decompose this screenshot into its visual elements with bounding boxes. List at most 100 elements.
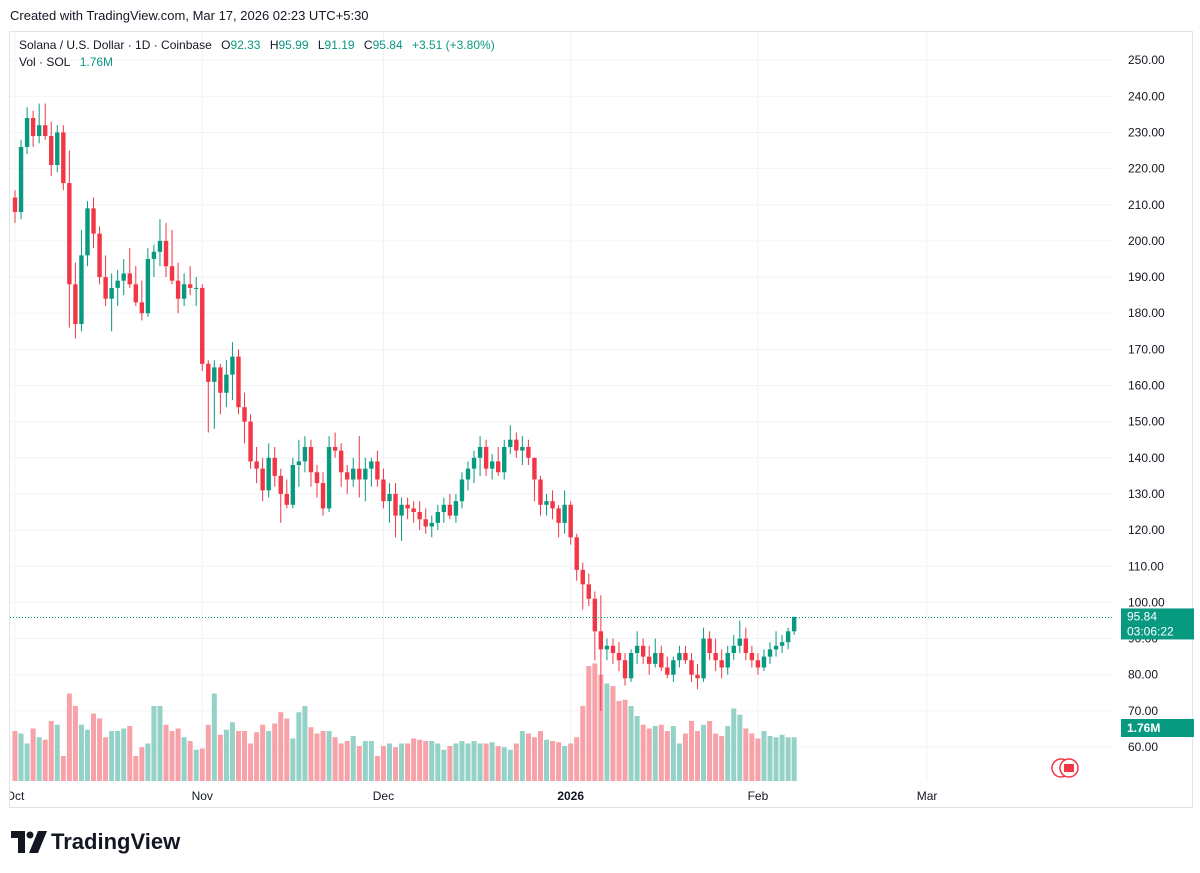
price-axis[interactable]: 60.0070.0080.0090.00100.00110.00120.0013… (1128, 53, 1165, 754)
candle-body (163, 240, 169, 267)
candle-body (538, 479, 543, 505)
volume-bar (199, 748, 205, 781)
candle-body (254, 461, 259, 469)
candle-body (326, 446, 332, 509)
candle-body (459, 479, 465, 502)
candle-body (483, 446, 489, 469)
candle-body (67, 183, 72, 285)
price-tick-label: 100.00 (1128, 595, 1165, 609)
candle-body (628, 653, 634, 679)
candle-body (194, 287, 199, 289)
volume-bar (290, 738, 296, 781)
volume-bar (211, 693, 217, 781)
candle-body (248, 421, 253, 462)
time-axis[interactable]: Oct Nov Dec 2026 Feb Mar (10, 789, 937, 803)
candle-body (121, 273, 126, 281)
volume-bar (332, 737, 338, 781)
change-value: +3.51 (+3.80%) (411, 38, 495, 52)
candle-body (405, 504, 410, 509)
price-tick-label: 70.00 (1128, 704, 1158, 718)
volume-bar (229, 722, 235, 781)
candle-body (302, 446, 308, 462)
time-tick-label: Mar (917, 789, 938, 803)
volume-bar (670, 726, 676, 781)
volume-bar (115, 731, 121, 781)
candle-body (755, 660, 761, 668)
volume-bar (773, 737, 779, 781)
candle-body (212, 367, 217, 382)
candle-body (85, 208, 90, 256)
volume-bar (568, 743, 574, 781)
candle-body (151, 251, 157, 259)
price-tick-label: 120.00 (1128, 523, 1165, 537)
candle-body (169, 266, 175, 281)
volume-bar (151, 706, 157, 781)
open-value: 92.33 (230, 38, 261, 52)
volume-bar (350, 736, 356, 781)
candle-body (103, 277, 108, 299)
volume-bar (66, 693, 72, 781)
close-label: C (363, 38, 373, 52)
candle-body (604, 645, 610, 650)
price-tick-label: 110.00 (1128, 559, 1164, 573)
candle-body (665, 667, 670, 675)
candle-body (701, 638, 706, 679)
price-chart[interactable]: 60.0070.0080.0090.00100.00110.00120.0013… (10, 32, 1194, 809)
candle-body (139, 302, 145, 314)
price-tick-label: 230.00 (1128, 125, 1165, 139)
candle-body (435, 512, 440, 523)
price-tick-label: 170.00 (1128, 342, 1165, 356)
candle-body (423, 519, 428, 527)
chart-pane[interactable]: 60.0070.0080.0090.00100.00110.00120.0013… (9, 31, 1194, 809)
candle-body (447, 504, 453, 516)
candle-body (200, 287, 205, 364)
volume-bar (12, 731, 18, 781)
volume-bar (362, 741, 368, 781)
volume-bar (755, 738, 761, 781)
volume-bar (103, 737, 109, 781)
volume-bar (695, 731, 701, 781)
close-value: 95.84 (372, 38, 403, 52)
volume-bar (676, 743, 682, 781)
time-tick-label: Nov (192, 789, 213, 803)
price-badge-bg (1121, 608, 1194, 640)
volume-bar (550, 741, 556, 781)
candle-body (707, 638, 712, 654)
candle-body (290, 465, 296, 505)
volume-bar (465, 743, 471, 781)
candle-body (659, 653, 664, 668)
candle-body (580, 569, 585, 585)
candle-body (218, 367, 223, 393)
tradingview-logo-icon (11, 831, 47, 853)
tradingview-brand[interactable]: TradingView (11, 829, 180, 855)
volume-bar (36, 737, 42, 781)
volume-bar (707, 721, 713, 781)
candles (12, 103, 797, 711)
volume-bar (652, 726, 658, 781)
volume-bar (42, 739, 48, 781)
candle-body (236, 356, 241, 408)
volume-bar (97, 718, 103, 781)
volume-bar (399, 743, 405, 781)
volume-bar (169, 731, 175, 781)
candle-body (550, 501, 555, 509)
volume-bar (622, 699, 628, 781)
volume-bar (785, 737, 791, 781)
volume-bar (586, 666, 592, 781)
volume-bar (477, 743, 483, 781)
price-tick-label: 200.00 (1128, 234, 1165, 248)
candle-body (532, 457, 537, 480)
volume-bar (501, 747, 507, 781)
volume-bar (749, 733, 755, 781)
candle-body (791, 616, 797, 632)
candle-body (363, 468, 368, 480)
volume-bar (791, 737, 797, 781)
volume-bar (453, 743, 459, 781)
volume-bar (519, 731, 525, 781)
volume-bar (658, 724, 664, 781)
candle-body (145, 258, 151, 314)
candle-body (574, 537, 579, 570)
volume-bar (235, 731, 241, 781)
volume-bar (181, 737, 187, 781)
